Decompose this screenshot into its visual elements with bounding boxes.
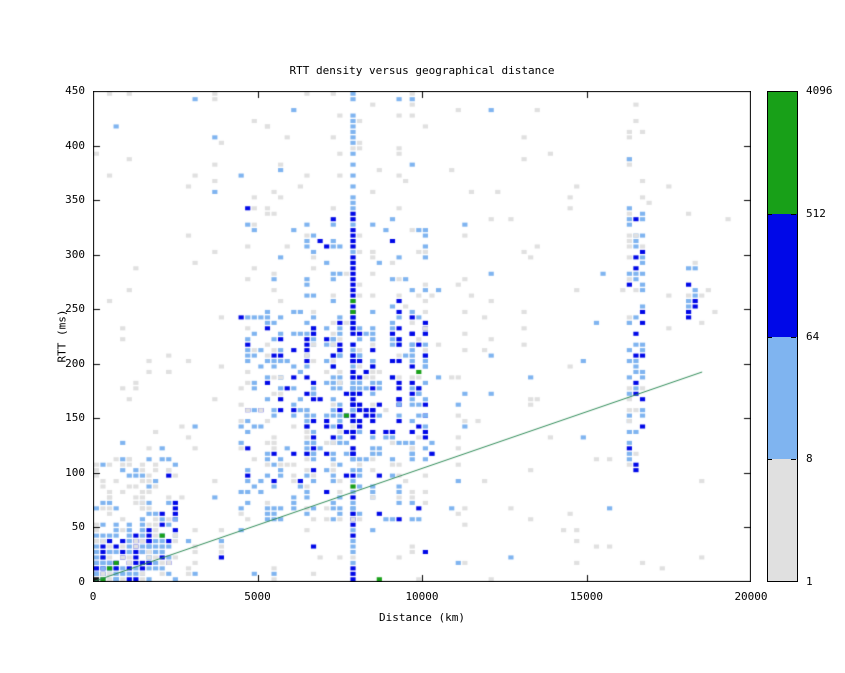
colorbar-tick (791, 336, 796, 338)
colorbar-tick (767, 459, 772, 461)
colorbar-tick (767, 336, 772, 338)
x-axis-label: Distance (km) (378, 611, 466, 624)
x-tick-label: 0 (89, 590, 97, 603)
x-tick-label: 5000 (244, 590, 271, 603)
x-tick-label: 10000 (405, 590, 439, 603)
x-tick-label: 15000 (569, 590, 604, 603)
colorbar-label: 4096 (806, 84, 833, 97)
y-tick-label: 450 (65, 84, 85, 97)
colorbar-tick (767, 213, 772, 215)
y-tick-label: 200 (65, 356, 85, 370)
y-tick-label: 150 (65, 411, 85, 425)
colorbar-tick (791, 213, 796, 215)
y-tick-label: 250 (65, 302, 85, 316)
y-tick-label: 350 (65, 193, 85, 207)
y-tick-label: 300 (65, 247, 85, 261)
heatmap-canvas (93, 91, 751, 582)
colorbar-segment-blue (768, 214, 797, 337)
colorbar-label: 1 (806, 575, 813, 588)
colorbar (767, 91, 798, 582)
colorbar-label: 8 (806, 452, 813, 466)
colorbar-segment-lightblue (768, 336, 797, 459)
y-tick-label: 400 (65, 138, 85, 152)
y-tick-label: 100 (65, 465, 85, 479)
colorbar-label: 64 (806, 329, 820, 343)
colorbar-segment-green (768, 92, 797, 215)
colorbar-label: 512 (806, 206, 826, 220)
x-tick-label: 20000 (734, 590, 768, 603)
chart-title: RTT density versus geographical distance (289, 64, 555, 77)
y-tick-label: 50 (71, 520, 85, 534)
y-tick-label: 0 (78, 575, 85, 588)
colorbar-tick (791, 459, 796, 461)
y-axis-label: RTT (ms) (55, 309, 69, 363)
colorbar-segment-gray (768, 458, 797, 581)
